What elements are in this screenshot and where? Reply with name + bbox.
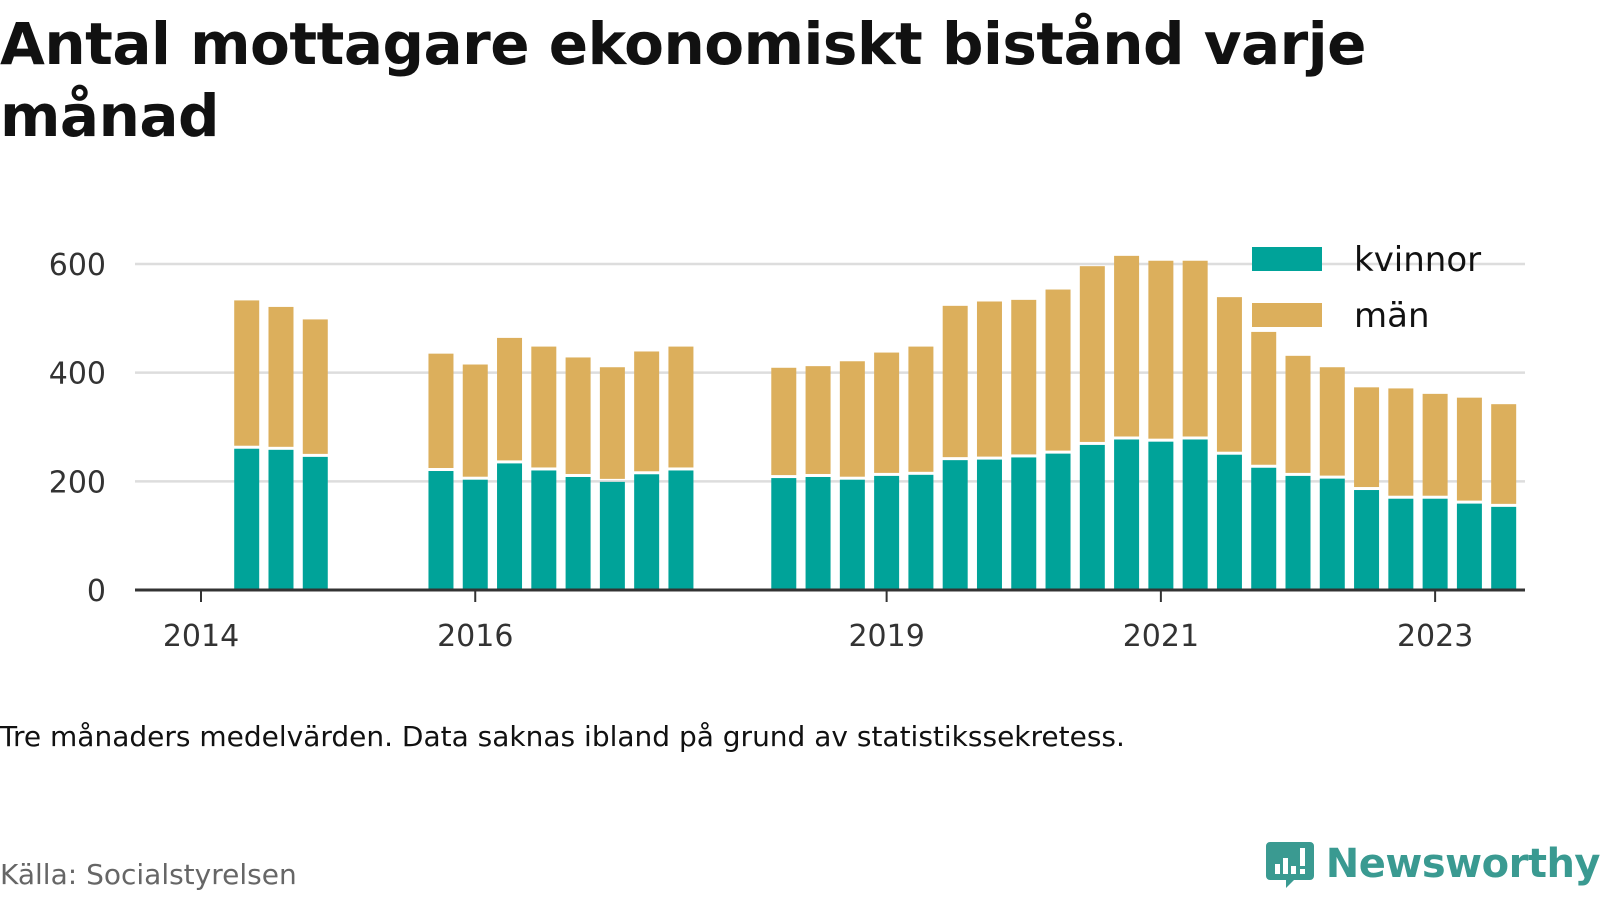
bar-kvinnor bbox=[234, 448, 260, 590]
brand-name: Newsworthy bbox=[1325, 841, 1600, 887]
newsworthy-logo[interactable]: Newsworthy bbox=[1264, 838, 1600, 890]
bar-man bbox=[1011, 299, 1037, 455]
bar-kvinnor bbox=[1251, 467, 1277, 590]
bar-kvinnor bbox=[976, 459, 1002, 590]
x-tick-label: 2019 bbox=[848, 619, 924, 654]
y-tick-label: 600 bbox=[49, 248, 106, 283]
legend-label-man: män bbox=[1354, 296, 1430, 336]
bar-kvinnor bbox=[565, 476, 591, 590]
bar-kvinnor bbox=[1285, 475, 1311, 590]
bar-kvinnor bbox=[531, 470, 557, 590]
bar-kvinnor bbox=[908, 474, 934, 590]
bar-kvinnor bbox=[599, 481, 625, 590]
bar-kvinnor bbox=[1456, 503, 1482, 590]
bar-kvinnor bbox=[1079, 444, 1105, 590]
bar-man bbox=[976, 301, 1002, 457]
bar-kvinnor bbox=[634, 474, 660, 590]
bar-man bbox=[462, 364, 488, 477]
bar-man bbox=[668, 346, 694, 468]
bar-man bbox=[908, 346, 934, 472]
bar-kvinnor bbox=[1354, 490, 1380, 590]
bar-man bbox=[942, 305, 968, 458]
bar-man bbox=[1148, 260, 1174, 439]
bar-kvinnor bbox=[1148, 441, 1174, 590]
bar-man bbox=[1354, 387, 1380, 488]
bar-man bbox=[771, 367, 797, 476]
bar-man bbox=[634, 351, 660, 472]
bar-man bbox=[531, 346, 557, 468]
bar-kvinnor bbox=[462, 479, 488, 590]
bar-kvinnor bbox=[428, 471, 454, 590]
chart-note: Tre månaders medelvärden. Data saknas ib… bbox=[0, 720, 1125, 753]
bar-man bbox=[1285, 355, 1311, 473]
bar-kvinnor bbox=[1045, 453, 1071, 590]
bars bbox=[234, 255, 1517, 590]
y-tick-label: 0 bbox=[87, 574, 106, 609]
bar-man bbox=[1079, 266, 1105, 442]
bar-man bbox=[1182, 260, 1208, 437]
bar-man bbox=[1045, 289, 1071, 451]
bar-man bbox=[268, 306, 294, 447]
bar-kvinnor bbox=[1182, 439, 1208, 590]
bar-kvinnor bbox=[839, 479, 865, 590]
chart-title: Antal mottagare ekonomiskt bistånd varje… bbox=[0, 10, 1367, 150]
bar-man bbox=[805, 366, 831, 474]
bar-kvinnor bbox=[805, 476, 831, 590]
bar-man bbox=[1319, 367, 1345, 476]
bar-man bbox=[497, 337, 523, 461]
bar-man bbox=[565, 357, 591, 474]
bar-man bbox=[1251, 331, 1277, 465]
bar-kvinnor bbox=[268, 449, 294, 590]
bar-man bbox=[1422, 393, 1448, 496]
bar-kvinnor bbox=[874, 475, 900, 590]
bar-kvinnor bbox=[1011, 457, 1037, 590]
bar-kvinnor bbox=[1319, 478, 1345, 590]
bar-kvinnor bbox=[668, 470, 694, 590]
bar-man bbox=[839, 361, 865, 477]
source-credit: Källa: Socialstyrelsen bbox=[0, 858, 297, 891]
legend: kvinnor män bbox=[1252, 240, 1481, 336]
bar-man bbox=[874, 352, 900, 473]
bar-man bbox=[1114, 255, 1140, 437]
axes: 0 200 400 600 2014 2016 2019 2021 2023 bbox=[49, 248, 1525, 654]
x-tick-label: 2014 bbox=[163, 619, 239, 654]
bar-man bbox=[1456, 397, 1482, 501]
bar-kvinnor bbox=[1422, 498, 1448, 590]
legend-label-kvinnor: kvinnor bbox=[1354, 240, 1481, 280]
bar-man bbox=[1491, 404, 1517, 504]
y-tick-label: 400 bbox=[49, 357, 106, 392]
bar-kvinnor bbox=[1216, 454, 1242, 590]
bar-kvinnor bbox=[302, 456, 328, 590]
bar-man bbox=[1388, 388, 1414, 496]
bar-kvinnor bbox=[1114, 439, 1140, 590]
bar-kvinnor bbox=[497, 463, 523, 590]
chart-logo-icon bbox=[1265, 842, 1314, 888]
x-tick-label: 2021 bbox=[1123, 619, 1199, 654]
bar-man bbox=[599, 367, 625, 479]
bar-kvinnor bbox=[771, 478, 797, 590]
bar-man bbox=[428, 353, 454, 469]
bar-kvinnor bbox=[942, 460, 968, 590]
bar-kvinnor bbox=[1491, 506, 1517, 590]
x-tick-label: 2023 bbox=[1397, 619, 1473, 654]
bar-man bbox=[234, 300, 260, 446]
legend-swatch-man bbox=[1252, 303, 1322, 327]
bar-man bbox=[302, 319, 328, 454]
legend-swatch-kvinnor bbox=[1252, 247, 1322, 271]
x-tick-label: 2016 bbox=[437, 619, 513, 654]
bar-kvinnor bbox=[1388, 498, 1414, 590]
y-tick-label: 200 bbox=[49, 465, 106, 500]
bar-man bbox=[1216, 297, 1242, 452]
